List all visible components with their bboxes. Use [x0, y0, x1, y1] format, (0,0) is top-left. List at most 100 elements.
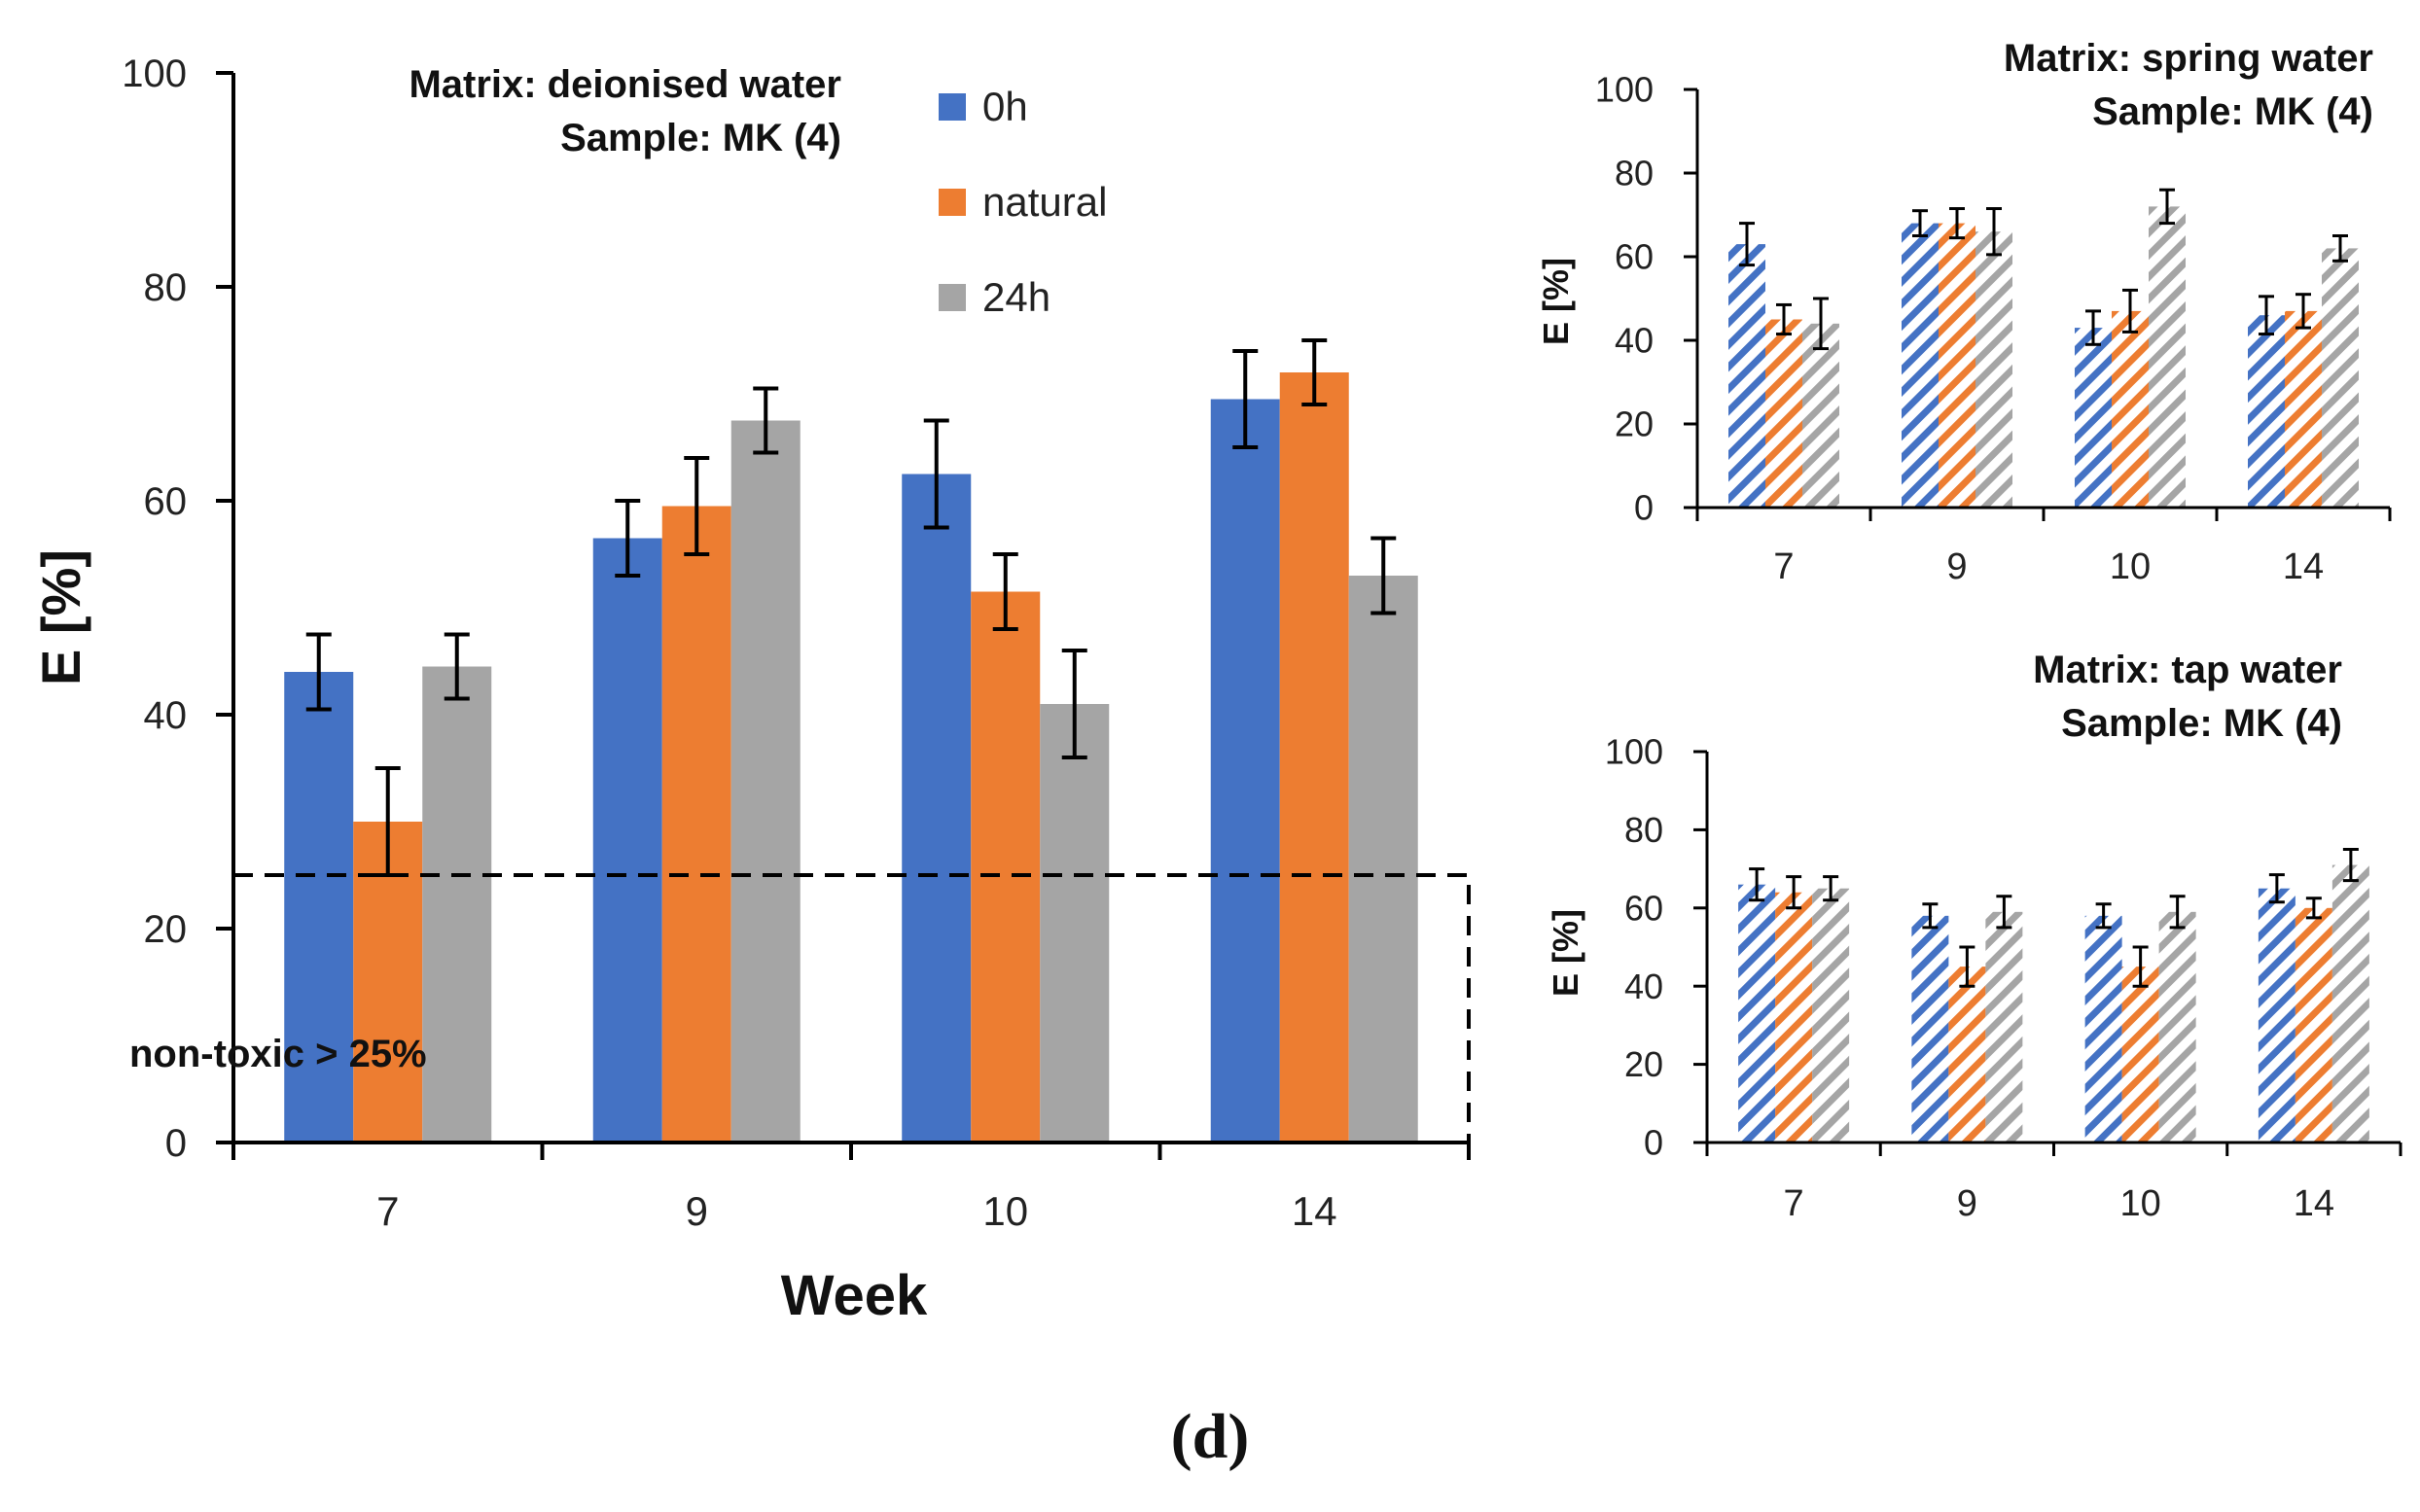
bar-0h-week-9 — [592, 538, 662, 1143]
y-tick-label: 60 — [1615, 237, 1654, 277]
bar-natural-week-10 — [971, 591, 1041, 1143]
error-bar-24h-week-9 — [1986, 207, 2002, 257]
bar-natural-week-10 — [2112, 310, 2149, 508]
bar-0h-week-14 — [2258, 888, 2295, 1143]
error-bar-natural-week-7 — [1776, 302, 1792, 336]
error-bar-natural-week-14 — [2305, 897, 2322, 920]
bar-24h-week-14 — [2322, 248, 2359, 508]
x-tick-label: 14 — [2283, 546, 2324, 587]
tap-annotation-line1: Matrix: tap water — [2033, 649, 2342, 691]
bar-0h-week-7 — [284, 672, 354, 1143]
error-bar-24h-week-14 — [2342, 848, 2359, 883]
error-bar-24h-week-7 — [1813, 297, 1829, 351]
main-annotation-line1: Matrix: deionised water — [409, 63, 841, 106]
error-bar-0h-week-9 — [1922, 902, 1939, 930]
bar-24h-week-10 — [2158, 911, 2196, 1143]
y-tick-label: 40 — [1615, 321, 1654, 361]
error-bar-0h-week-9 — [1912, 209, 1928, 237]
bar-0h-week-7 — [1738, 884, 1776, 1143]
bar-24h-week-7 — [422, 666, 492, 1143]
y-tick-label: 100 — [122, 53, 187, 95]
x-tick-label: 14 — [1292, 1188, 1337, 1234]
x-tick-label: 9 — [1946, 546, 1967, 587]
main-annotation-line2: Sample: MK (4) — [560, 117, 841, 159]
tap-bars — [1738, 848, 2369, 1143]
error-bar-natural-week-14 — [1301, 338, 1328, 406]
threshold-label: non-toxic > 25% — [129, 1033, 427, 1075]
bar-0h-week-14 — [1210, 399, 1280, 1143]
main-legend: 0h natural 24h — [939, 84, 1107, 320]
tap-y-ticks: 0 20 40 60 80 100 7 9 10 14 — [1605, 732, 2334, 1224]
tap-axes — [1693, 750, 2402, 1156]
error-bar-0h-week-7 — [1749, 867, 1765, 902]
y-tick-label: 80 — [144, 266, 188, 309]
bar-natural-week-14 — [1279, 372, 1349, 1143]
error-bar-natural-week-7 — [1786, 875, 1802, 910]
error-bar-24h-week-9 — [753, 386, 779, 455]
y-tick-label: 100 — [1605, 732, 1663, 772]
y-tick-label: 20 — [144, 908, 188, 951]
error-bar-0h-week-7 — [305, 632, 332, 712]
legend-swatch-natural — [939, 189, 966, 216]
y-tick-label: 0 — [1644, 1123, 1663, 1163]
bar-24h-week-7 — [1812, 888, 1850, 1143]
panel-label: (d) — [1170, 1401, 1250, 1472]
x-tick-label: 7 — [376, 1188, 399, 1234]
y-tick-label: 40 — [144, 694, 188, 737]
bar-natural-week-10 — [2121, 967, 2159, 1143]
main-y-axis-title: E [%] — [30, 549, 91, 686]
spring-annotation-line1: Matrix: spring water — [2004, 37, 2373, 80]
y-tick-label: 80 — [1615, 154, 1654, 193]
spring-annotation-line2: Sample: MK (4) — [2092, 90, 2373, 133]
error-bar-24h-week-10 — [2159, 188, 2175, 226]
legend-label-natural: natural — [982, 179, 1107, 225]
bar-0h-week-10 — [2084, 915, 2122, 1143]
legend-swatch-24h — [939, 284, 966, 311]
y-tick-label: 80 — [1624, 810, 1663, 850]
x-tick-label: 10 — [2110, 546, 2151, 587]
bar-natural-week-7 — [1765, 319, 1802, 508]
bar-0h-week-10 — [2075, 328, 2112, 508]
error-bar-0h-week-14 — [2268, 873, 2285, 904]
y-tick-label: 100 — [1595, 70, 1654, 110]
threshold-box — [231, 873, 1471, 1144]
error-bar-natural-week-10 — [2122, 288, 2138, 334]
error-bar-24h-week-9 — [1996, 895, 2012, 930]
error-bar-0h-week-9 — [615, 499, 641, 578]
error-bar-24h-week-14 — [2332, 234, 2348, 263]
bar-24h-week-7 — [1802, 323, 1839, 508]
bar-natural-week-7 — [1775, 892, 1813, 1143]
error-bar-natural-week-10 — [2132, 945, 2149, 988]
error-bar-natural-week-9 — [1949, 207, 1965, 240]
x-tick-label: 9 — [1957, 1183, 1977, 1224]
bar-natural-week-9 — [661, 506, 731, 1143]
chart-tap: 0 20 40 60 80 100 7 9 10 14 Matrix: tap water Sam… — [1546, 649, 2402, 1224]
bar-24h-week-10 — [2149, 206, 2186, 508]
bar-0h-week-9 — [1911, 915, 1949, 1143]
y-tick-label: 20 — [1615, 404, 1654, 444]
error-bar-natural-week-9 — [684, 456, 710, 556]
error-bar-natural-week-9 — [1959, 945, 1975, 988]
error-bar-0h-week-10 — [923, 418, 949, 530]
bar-0h-week-14 — [2248, 315, 2285, 508]
error-bar-24h-week-14 — [1370, 536, 1397, 615]
y-tick-label: 60 — [144, 480, 188, 523]
x-tick-label: 10 — [2119, 1183, 2160, 1224]
bar-24h-week-10 — [1040, 704, 1110, 1143]
main-x-axis-title: Week — [781, 1264, 928, 1327]
tap-y-axis-title: E [%] — [1546, 909, 1585, 997]
x-tick-label: 7 — [1773, 546, 1794, 587]
error-bar-24h-week-7 — [1823, 875, 1839, 902]
y-tick-label: 20 — [1624, 1044, 1663, 1084]
spring-y-axis-title: E [%] — [1536, 258, 1576, 345]
error-bar-24h-week-10 — [2169, 895, 2186, 930]
bar-0h-week-10 — [902, 474, 972, 1143]
error-bar-0h-week-14 — [1232, 349, 1259, 449]
legend-label-0h: 0h — [982, 84, 1028, 129]
bar-24h-week-9 — [1985, 911, 2023, 1143]
legend-swatch-0h — [939, 93, 966, 121]
error-bar-natural-week-10 — [992, 552, 1018, 631]
y-tick-label: 60 — [1624, 888, 1663, 928]
